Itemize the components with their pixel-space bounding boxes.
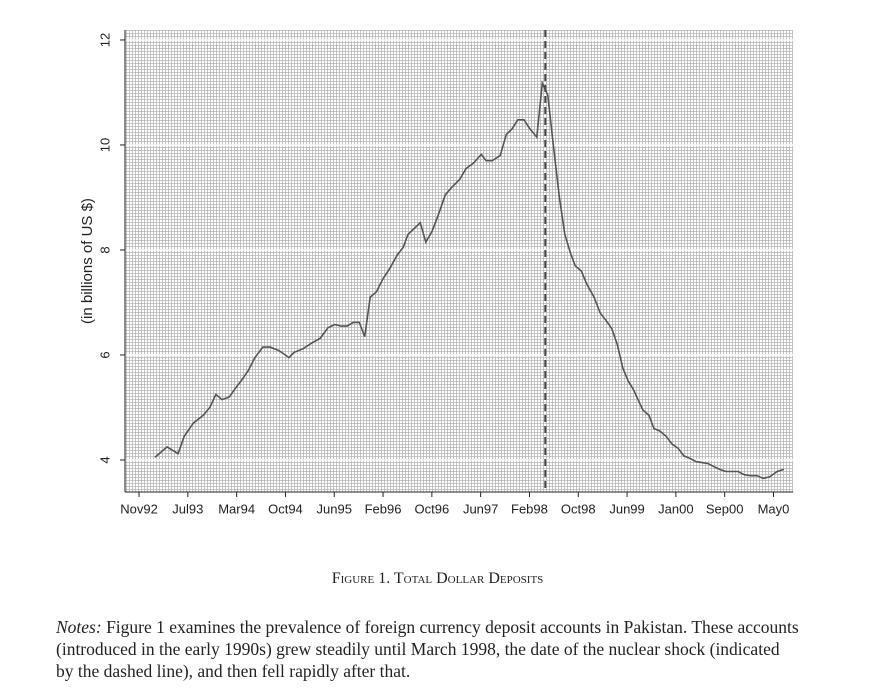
x-tick-label: Mar94 <box>218 501 255 516</box>
chart: (in billions of US $) 4 6 8 10 12 Nov92 Jul93 M… <box>79 30 793 516</box>
y-axis-label: (in billions of US $) <box>79 198 96 324</box>
x-tick-label: Oct96 <box>415 501 450 516</box>
x-tick-label: Feb96 <box>365 501 402 516</box>
figure-caption: Figure 1. Total Dollar Deposits <box>331 570 544 587</box>
y-tick-label: 8 <box>97 246 112 253</box>
plot-background <box>125 30 793 492</box>
x-tick-label: May0 <box>758 501 790 516</box>
x-tick-label: Jun95 <box>317 501 352 516</box>
x-tick-label: Sep00 <box>706 501 744 516</box>
notes-text: Figure 1 examines the prevalence of fore… <box>56 617 799 681</box>
x-tick-label: Jul93 <box>172 501 203 516</box>
y-tick-label: 10 <box>97 138 112 152</box>
y-tick-label: 4 <box>97 456 112 463</box>
x-tick-label: Jan00 <box>658 501 693 516</box>
data-line <box>154 79 785 480</box>
y-tick-label: 12 <box>97 33 112 47</box>
x-tick-label: Jun97 <box>463 501 498 516</box>
x-tick-label: Oct98 <box>561 501 596 516</box>
x-tick-label: Oct94 <box>268 501 303 516</box>
x-tick-label: Feb98 <box>511 501 548 516</box>
notes: Notes: Figure 1 examines the prevalence … <box>56 616 801 682</box>
x-tick-label: Nov92 <box>120 501 158 516</box>
x-tick-label: Jun99 <box>609 501 644 516</box>
notes-label: Notes: <box>56 617 102 637</box>
y-tick-label: 6 <box>97 351 112 358</box>
